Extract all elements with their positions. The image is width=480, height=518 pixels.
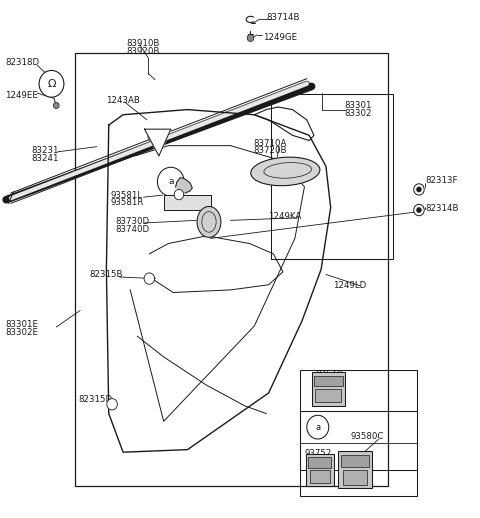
Text: 83920B: 83920B: [126, 47, 160, 56]
Bar: [338, 451, 372, 488]
Text: 83301E: 83301E: [5, 321, 38, 329]
Text: 83714B: 83714B: [267, 13, 300, 22]
Text: 82315B: 82315B: [90, 270, 123, 279]
Text: 93581R: 93581R: [110, 198, 144, 207]
Text: 83301: 83301: [344, 101, 372, 110]
Text: 83231: 83231: [31, 146, 59, 155]
Bar: [343, 470, 367, 485]
Ellipse shape: [251, 157, 320, 185]
Text: 82314B: 82314B: [425, 204, 459, 213]
Text: 82610: 82610: [315, 370, 343, 379]
Text: 83910B: 83910B: [126, 39, 160, 48]
Bar: [271, 94, 393, 259]
Ellipse shape: [197, 207, 221, 237]
Circle shape: [247, 34, 254, 41]
Text: 83720B: 83720B: [253, 146, 287, 155]
Text: a: a: [168, 177, 174, 186]
Circle shape: [414, 205, 424, 215]
Circle shape: [157, 167, 184, 196]
Text: 1249LD: 1249LD: [333, 281, 366, 290]
Text: 83241: 83241: [31, 154, 59, 163]
Circle shape: [417, 187, 421, 192]
Text: 83710A: 83710A: [253, 139, 287, 148]
Text: 1249GE: 1249GE: [264, 33, 298, 42]
Bar: [314, 376, 343, 386]
Text: 82318D: 82318D: [5, 57, 39, 67]
Text: 83302: 83302: [344, 109, 372, 118]
Bar: [164, 195, 211, 210]
Circle shape: [144, 273, 155, 284]
Bar: [308, 457, 331, 468]
Bar: [300, 411, 417, 496]
Text: 82315D: 82315D: [79, 395, 113, 404]
Circle shape: [414, 184, 424, 195]
Text: 82620: 82620: [315, 378, 343, 387]
Text: Ω: Ω: [47, 79, 56, 89]
Polygon shape: [144, 129, 171, 156]
Bar: [312, 372, 345, 406]
Text: 93581L: 93581L: [110, 191, 143, 199]
Bar: [306, 454, 334, 486]
Polygon shape: [176, 178, 192, 193]
Text: a: a: [315, 423, 320, 431]
Circle shape: [53, 103, 59, 109]
Text: 1249KA: 1249KA: [268, 212, 301, 221]
Bar: [310, 470, 330, 483]
Text: 82313F: 82313F: [425, 176, 457, 185]
Bar: [315, 389, 341, 402]
Circle shape: [174, 190, 184, 200]
Bar: [341, 455, 369, 467]
Text: 83730D: 83730D: [115, 218, 149, 226]
Circle shape: [307, 415, 329, 439]
Text: 83302E: 83302E: [5, 328, 38, 337]
Bar: [300, 370, 417, 470]
Circle shape: [107, 399, 117, 410]
Text: 1243AB: 1243AB: [107, 96, 140, 105]
Text: 93580C: 93580C: [351, 432, 384, 441]
Text: 83740D: 83740D: [115, 225, 149, 234]
Circle shape: [39, 70, 64, 97]
Circle shape: [417, 208, 421, 212]
Bar: [75, 53, 388, 486]
Text: 93752: 93752: [304, 449, 332, 458]
Text: 1249EE: 1249EE: [5, 91, 38, 99]
